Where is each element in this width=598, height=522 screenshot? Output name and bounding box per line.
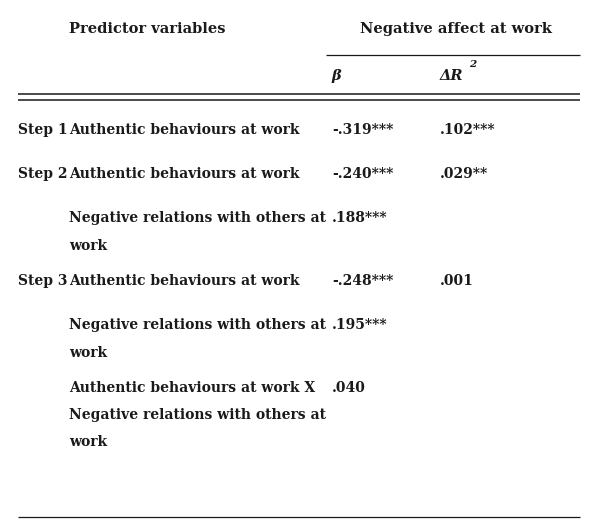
Text: β: β [332, 69, 341, 82]
Text: .188***: .188*** [332, 211, 388, 226]
Text: -.248***: -.248*** [332, 274, 393, 288]
Text: Predictor variables: Predictor variables [69, 22, 225, 35]
Text: Authentic behaviours at work X: Authentic behaviours at work X [69, 381, 315, 395]
Text: Authentic behaviours at work: Authentic behaviours at work [69, 274, 299, 288]
Text: -.240***: -.240*** [332, 167, 393, 181]
Text: Authentic behaviours at work: Authentic behaviours at work [69, 123, 299, 137]
Text: .029**: .029** [440, 167, 488, 181]
Text: work: work [69, 239, 107, 253]
Text: Step 1: Step 1 [18, 123, 68, 137]
Text: work: work [69, 346, 107, 360]
Text: Authentic behaviours at work: Authentic behaviours at work [69, 167, 299, 181]
Text: Negative relations with others at: Negative relations with others at [69, 408, 326, 422]
Text: ΔR: ΔR [440, 69, 463, 82]
Text: -.319***: -.319*** [332, 123, 393, 137]
Text: work: work [69, 435, 107, 449]
Text: .001: .001 [440, 274, 474, 288]
Text: 2: 2 [469, 60, 477, 69]
Text: Step 3: Step 3 [18, 274, 68, 288]
Text: Negative relations with others at: Negative relations with others at [69, 211, 326, 226]
Text: .195***: .195*** [332, 318, 388, 333]
Text: Negative relations with others at: Negative relations with others at [69, 318, 326, 333]
Text: .102***: .102*** [440, 123, 495, 137]
Text: .040: .040 [332, 381, 366, 395]
Text: Step 2: Step 2 [18, 167, 68, 181]
Text: Negative affect at work: Negative affect at work [360, 22, 552, 35]
